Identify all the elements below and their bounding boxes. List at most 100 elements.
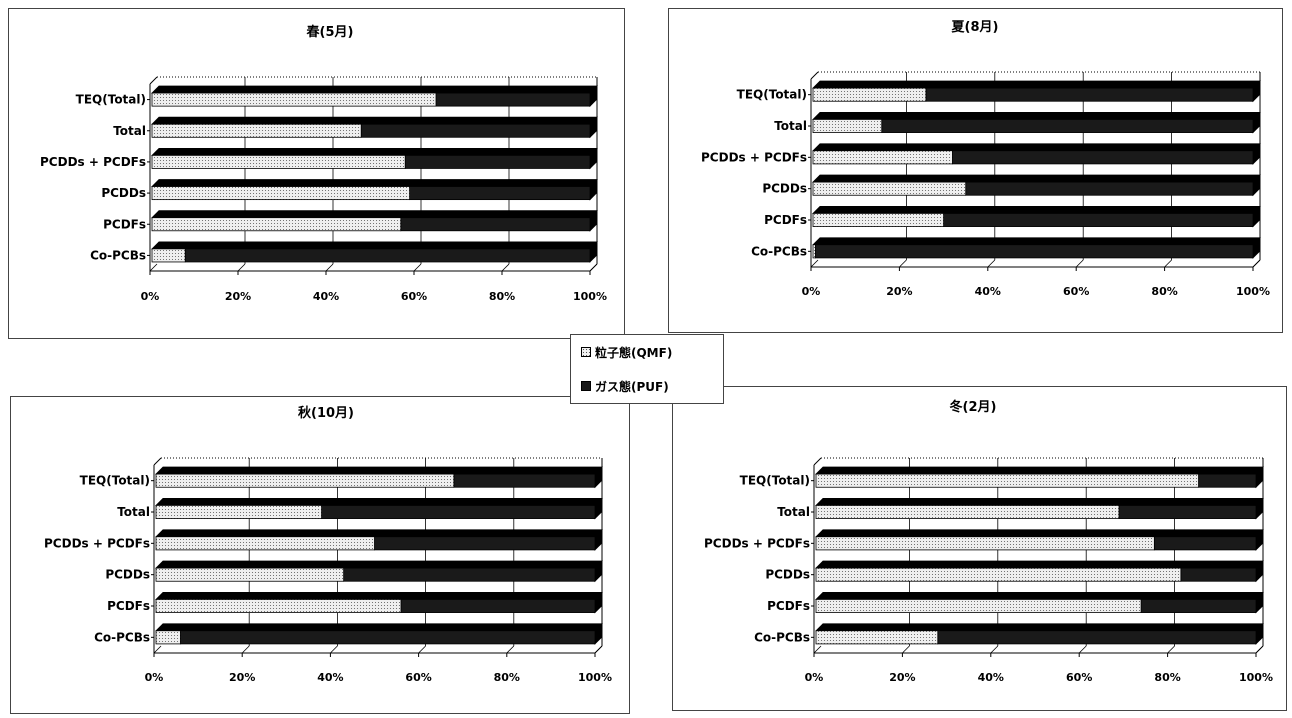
category-label-pcdfs: PCDFs: [103, 217, 146, 231]
bar-group-pcdds-pcdfs: [812, 142, 1261, 165]
bar-gas-pcdds: [409, 186, 591, 201]
category-label-pcdfs: PCDFs: [764, 213, 807, 227]
bar-gas-co-pcbs: [937, 630, 1257, 645]
bar-gas-pcdds: [965, 181, 1254, 196]
bar-particle-total: [815, 505, 1120, 519]
x-tick-label: 100%: [573, 290, 607, 303]
floor-tick: [589, 263, 598, 272]
bar-gas-pcdfs: [1140, 599, 1257, 613]
chart-svg-spring: 春(5月) 0% 20% 40% 60% 80% 100% TEQ(Total) Total PC…: [40, 24, 607, 303]
bar-top-face: [815, 498, 1264, 506]
x-tick-label: 0%: [802, 285, 821, 298]
bar-gas-pcdds: [343, 567, 596, 582]
bar-gas-teq-total: [925, 87, 1254, 102]
legend-item-gas: ガス態(PUF): [581, 378, 669, 394]
bar-top-face: [815, 560, 1264, 569]
bar-group-pcdds: [151, 178, 598, 201]
bar-gas-teq-total: [453, 473, 596, 488]
legend-item-particle: 粒子態(QMF): [581, 344, 672, 360]
category-label-teq-total: TEQ(Total): [740, 474, 810, 488]
bar-gas-total: [321, 505, 596, 519]
bar-group-pcdds: [155, 560, 603, 583]
floor-tick: [418, 645, 426, 654]
x-tick-label: 60%: [1066, 671, 1092, 684]
floor-tick: [813, 645, 822, 654]
bar-gas-total: [1118, 505, 1257, 519]
category-label-total: Total: [117, 505, 150, 519]
bar-top-face: [155, 592, 603, 600]
chart-title: 夏(8月): [951, 20, 999, 35]
bar-particle-teq-total: [815, 473, 1199, 488]
bar-gas-pcdds-pcdfs: [374, 536, 596, 551]
chart-svg-autumn: 秋(10月) 0% 20% 40% 60% 80% 100% TEQ(Total) Total P…: [44, 405, 612, 684]
bar-top-face: [812, 206, 1261, 214]
bar-gas-total: [881, 119, 1254, 133]
category-label-total: Total: [774, 119, 807, 133]
bar-particle-pcdfs: [815, 599, 1142, 613]
x-tick-label: 0%: [145, 671, 164, 684]
category-label-pcdds-pcdfs: PCDDs + PCDFs: [44, 536, 150, 550]
bar-particle-pcdds-pcdfs: [815, 536, 1155, 551]
bar-particle-co-pcbs: [155, 630, 181, 645]
bar-group-pcdds: [812, 174, 1261, 197]
bar-group-pcdfs: [815, 591, 1264, 614]
bar-particle-co-pcbs: [812, 244, 816, 259]
chart-title: 冬(2月): [950, 399, 997, 415]
bar-particle-total: [155, 505, 322, 519]
bar-top-face: [151, 241, 598, 250]
bar-top-face: [815, 592, 1264, 600]
x-tick-label: 20%: [229, 671, 255, 684]
bar-particle-pcdds: [815, 567, 1182, 582]
bar-particle-total: [812, 119, 883, 133]
category-label-pcdds-pcdfs: PCDDs + PCDFs: [40, 155, 146, 169]
bar-top-face: [155, 623, 603, 632]
legend-swatch-particle: [581, 347, 591, 357]
bar-group-co-pcbs: [155, 622, 603, 645]
bar-particle-total: [151, 123, 362, 138]
bar-gas-total: [360, 123, 591, 138]
bar-group-total: [155, 497, 603, 520]
floor-tick: [902, 645, 910, 654]
bar-group-pcdds: [815, 560, 1264, 583]
x-tick-label: 100%: [1239, 671, 1273, 684]
category-label-pcdds: PCDDs: [762, 182, 807, 196]
category-label-co-pcbs: Co-PCBs: [90, 248, 146, 262]
bar-particle-pcdds: [812, 181, 967, 196]
x-tick-label: 40%: [317, 671, 343, 684]
bar-gas-pcdfs: [943, 213, 1254, 227]
x-tick-label: 20%: [225, 290, 251, 303]
floor-tick: [153, 645, 162, 654]
plot-left-depth-edge: [813, 457, 822, 466]
bar-particle-teq-total: [155, 473, 455, 488]
x-tick-label: 80%: [1151, 285, 1177, 298]
bar-gas-pcdds-pcdfs: [1153, 536, 1257, 551]
bar-group-pcdds-pcdfs: [155, 528, 603, 551]
bar-gas-pcdds: [1180, 567, 1257, 582]
bar-top-face: [155, 560, 603, 569]
bar-group-co-pcbs: [812, 236, 1261, 259]
bar-gas-pcdfs: [400, 599, 596, 613]
category-label-pcdds-pcdfs: PCDDs + PCDFs: [704, 536, 810, 550]
bar-gas-pcdds-pcdfs: [952, 150, 1254, 165]
bar-gas-teq-total: [1198, 473, 1257, 488]
bar-group-teq-total: [812, 80, 1261, 103]
category-label-teq-total: TEQ(Total): [76, 93, 146, 107]
floor-tick: [987, 259, 996, 268]
legend: 粒子態(QMF) ガス態(PUF): [570, 334, 724, 404]
category-label-total: Total: [777, 505, 810, 519]
bar-particle-pcdfs: [155, 599, 402, 613]
x-tick-label: 20%: [886, 285, 912, 298]
bar-top-face: [155, 498, 603, 506]
bar-top-face: [155, 529, 603, 538]
floor-tick: [1164, 259, 1172, 268]
category-label-co-pcbs: Co-PCBs: [94, 630, 150, 644]
x-tick-label: 80%: [489, 290, 515, 303]
x-tick-label: 0%: [805, 671, 824, 684]
bar-top-face: [151, 210, 598, 219]
bar-group-teq-total: [155, 466, 603, 489]
bar-group-total: [815, 497, 1264, 520]
bar-top-face: [812, 174, 1261, 183]
floor-tick: [149, 263, 158, 272]
legend-label-gas: ガス態(PUF): [595, 379, 669, 394]
category-label-total: Total: [113, 124, 146, 138]
